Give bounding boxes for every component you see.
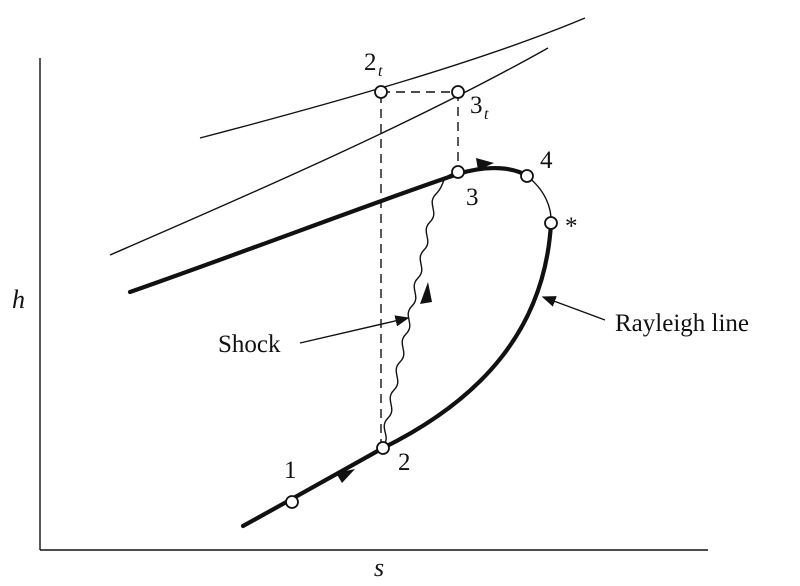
point-3 (451, 165, 465, 179)
label-2t-subscript: t (378, 63, 383, 80)
label-2: 2 (398, 449, 411, 476)
rayleigh-line-label: Rayleigh line (615, 310, 749, 337)
point-2 (376, 441, 390, 455)
label-3: 3 (466, 184, 479, 211)
label-3t: 3 (470, 92, 483, 119)
rayleigh-upper-branch (127, 165, 530, 295)
shock-arrow (420, 282, 432, 304)
label-4: 4 (540, 147, 553, 174)
flow-arrow-upper (476, 158, 494, 170)
point-star (544, 216, 558, 230)
x-axis-label: s (374, 553, 384, 582)
point-2t (374, 85, 388, 99)
label-1: 1 (284, 457, 297, 484)
stagnation-curve-upper (199, 17, 586, 139)
shock-label: Shock (218, 331, 281, 358)
point-3t (451, 85, 465, 99)
rayleigh-callout-line (541, 296, 606, 321)
y-axis-label: h (12, 285, 25, 314)
stagnation-curve-lower (109, 47, 549, 256)
label-star: * (565, 213, 578, 240)
shock-callout-line (299, 315, 410, 344)
point-4 (520, 169, 534, 183)
label-2t: 2 (364, 49, 377, 76)
rayleigh-loop (526, 175, 552, 224)
flow-arrow-lower (336, 469, 355, 483)
point-1 (285, 495, 299, 509)
label-3t-subscript: t (484, 106, 489, 123)
shock-wavy-line (382, 173, 453, 447)
